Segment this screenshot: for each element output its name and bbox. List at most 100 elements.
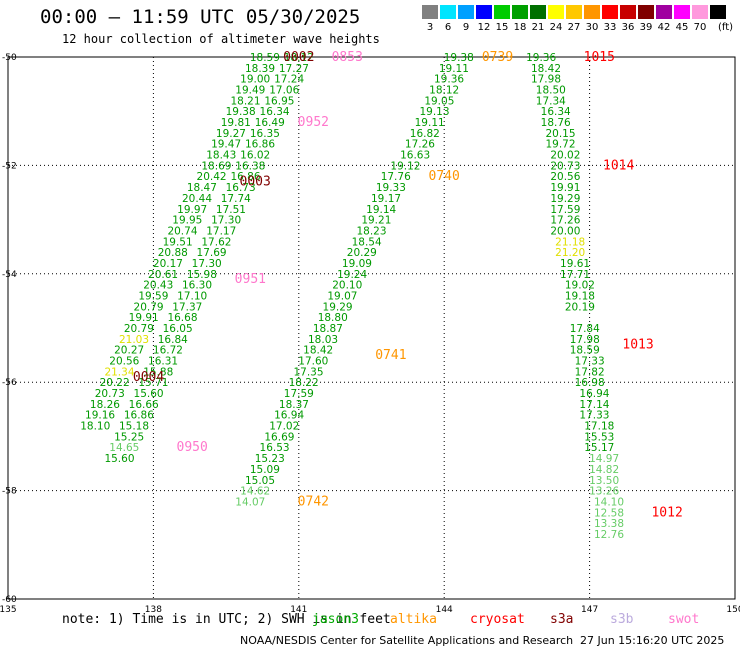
wave-height-value: 18.50 xyxy=(536,85,566,97)
wave-height-value: 19.36 xyxy=(434,74,464,86)
wave-height-value: 19.59 xyxy=(138,290,168,302)
wave-height-value: 19.38 xyxy=(226,106,256,118)
legend-swatch xyxy=(692,5,708,19)
map-title: 00:00 — 11:59 UTC 05/30/2025 xyxy=(40,6,361,28)
wave-height-value: 19.16 xyxy=(85,410,115,422)
wave-height-value: 18.80 xyxy=(318,312,348,324)
wave-height-value: 17.27 xyxy=(279,63,309,75)
wave-height-value: 20.00 xyxy=(550,225,580,237)
satellite-s3a: s3a xyxy=(550,612,574,627)
wave-height-value: 15.60 xyxy=(134,388,164,400)
wave-height-value: 18.47 xyxy=(187,182,217,194)
wave-height-value: 18.69 xyxy=(201,160,231,172)
legend-label: 39 xyxy=(639,22,653,33)
legend-swatch xyxy=(458,5,474,19)
wave-height-value: 16.94 xyxy=(274,410,304,422)
wave-height-value: 13.26 xyxy=(589,486,619,498)
wave-height-value: 16.49 xyxy=(255,117,285,129)
legend-label: 36 xyxy=(621,22,635,33)
wave-height-value: 20.22 xyxy=(100,377,130,389)
wave-height-value: 19.07 xyxy=(327,290,357,302)
wave-height-value: 17.26 xyxy=(550,215,580,227)
wave-height-value: 19.27 xyxy=(216,128,246,140)
legend-swatch xyxy=(440,5,456,19)
wave-height-value: 19.72 xyxy=(545,139,575,151)
wave-height-value: 17.98 xyxy=(531,74,561,86)
wave-height-value: 13.38 xyxy=(594,518,624,530)
wave-height-value: 18.54 xyxy=(352,236,382,248)
satellite-altika: altika xyxy=(390,612,437,627)
wave-height-value: 18.87 xyxy=(313,323,343,335)
wave-height-value: 20.29 xyxy=(347,247,377,259)
map-subtitle: 12 hour collection of altimeter wave hei… xyxy=(62,32,380,46)
legend-label: 6 xyxy=(444,22,452,33)
wave-height-value: 14.97 xyxy=(589,453,619,465)
wave-height-value: 16.02 xyxy=(240,150,270,162)
legend-swatch xyxy=(422,5,438,19)
legend-label: 15 xyxy=(495,22,509,33)
wave-height-value: 12.76 xyxy=(594,529,624,541)
wave-height-value: 15.71 xyxy=(138,377,168,389)
wave-height-value: 19.24 xyxy=(337,269,367,281)
wave-height-value: 18.10 xyxy=(80,421,110,433)
wave-height-value: 19.21 xyxy=(361,215,391,227)
legend-label: 70 xyxy=(693,22,707,33)
wave-height-value: 21.18 xyxy=(555,236,585,248)
pass-time-label: 0952 xyxy=(298,115,329,130)
wave-height-value: 17.14 xyxy=(579,399,609,411)
wave-height-value: 18.43 xyxy=(206,150,236,162)
wave-height-value: 19.02 xyxy=(565,280,595,292)
wave-height-value: 17.17 xyxy=(206,225,236,237)
legend-label: 9 xyxy=(462,22,470,33)
wave-height-value: 16.98 xyxy=(575,377,605,389)
pass-time-label: 0739 xyxy=(482,50,513,65)
wave-height-value: 20.74 xyxy=(167,225,197,237)
credit-line: NOAA/NESDIS Center for Satellite Applica… xyxy=(240,634,574,647)
wave-height-value: 19.91 xyxy=(129,312,159,324)
wave-height-value: 17.33 xyxy=(579,410,609,422)
wave-height-value: 19.09 xyxy=(342,258,372,270)
wave-height-value: 17.10 xyxy=(177,290,207,302)
wave-height-value: 15.98 xyxy=(187,269,217,281)
pass-time-label: 0951 xyxy=(235,272,266,287)
satellite-jason3: jason3 xyxy=(312,612,359,627)
wave-height-value: 19.97 xyxy=(177,204,207,216)
wave-height-value: 18.21 xyxy=(230,95,260,107)
wave-height-value: 16.68 xyxy=(167,312,197,324)
wave-height-value: 17.98 xyxy=(570,334,600,346)
wave-height-value: 18.23 xyxy=(356,225,386,237)
wave-height-value: 16.66 xyxy=(129,399,159,411)
wave-height-value: 18.12 xyxy=(284,52,314,64)
wave-height-value: 16.84 xyxy=(158,334,188,346)
wave-height-value: 16.72 xyxy=(153,345,183,357)
wave-height-value: 16.35 xyxy=(250,128,280,140)
wave-height-value: 21.20 xyxy=(555,247,585,259)
wave-height-value: 19.11 xyxy=(439,63,469,75)
latitude-label: -60 xyxy=(2,595,17,605)
legend-label: 3 xyxy=(426,22,434,33)
longitude-label: 144 xyxy=(436,605,453,615)
legend-unit: (ft) xyxy=(718,22,734,33)
wave-height-value: 15.53 xyxy=(584,431,614,443)
wave-height-value: 17.84 xyxy=(570,323,600,335)
wave-height-value: 15.17 xyxy=(584,442,614,454)
wave-height-value: 17.34 xyxy=(536,95,566,107)
wave-height-value: 20.88 xyxy=(158,247,188,259)
legend-label: 21 xyxy=(531,22,545,33)
wave-height-value: 16.95 xyxy=(264,95,294,107)
wave-height-value: 20.73 xyxy=(550,160,580,172)
legend-label: 24 xyxy=(549,22,563,33)
legend-label: 45 xyxy=(675,22,689,33)
map-frame xyxy=(7,56,736,600)
wave-height-value: 16.34 xyxy=(260,106,290,118)
wave-height-value: 19.29 xyxy=(323,301,353,313)
wave-height-value: 17.74 xyxy=(221,193,251,205)
satellite-cryosat: cryosat xyxy=(470,612,525,627)
wave-height-value: 13.50 xyxy=(589,475,619,487)
wave-height-value: 17.02 xyxy=(269,421,299,433)
wave-height-value: 19.36 xyxy=(526,52,556,64)
wave-height-value: 18.59 xyxy=(570,345,600,357)
legend-swatch xyxy=(494,5,510,19)
legend-swatch xyxy=(656,5,672,19)
